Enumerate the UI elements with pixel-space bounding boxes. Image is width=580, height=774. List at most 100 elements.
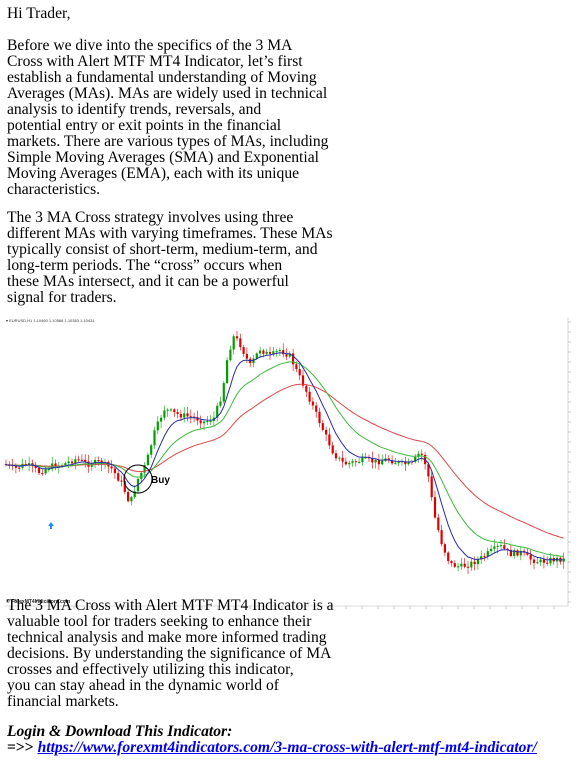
candle-body bbox=[305, 385, 308, 392]
candle-body bbox=[394, 463, 397, 465]
candle-body bbox=[268, 352, 272, 354]
candle-body bbox=[255, 353, 258, 359]
candle-body bbox=[206, 421, 209, 423]
candle-body bbox=[529, 554, 532, 560]
candle-body bbox=[130, 497, 133, 502]
candle-body bbox=[298, 369, 301, 376]
time-axis-ticks bbox=[9, 606, 555, 609]
candle-body bbox=[183, 413, 186, 418]
candle-body bbox=[288, 353, 291, 357]
candle-body bbox=[486, 551, 489, 557]
summary-line: decisions. By understanding the signific… bbox=[7, 645, 332, 662]
candle-body bbox=[519, 550, 522, 556]
summary-line: valuable tool for traders seeking to enh… bbox=[7, 613, 312, 630]
candle-body bbox=[41, 473, 44, 475]
candle-body bbox=[14, 465, 17, 468]
candle-body bbox=[328, 434, 331, 446]
candle-body bbox=[430, 476, 433, 498]
candle-body bbox=[321, 423, 324, 430]
candle-body bbox=[169, 409, 173, 411]
candle-body bbox=[163, 410, 166, 418]
candle-body bbox=[37, 468, 41, 474]
candle-body bbox=[150, 445, 153, 455]
candle-body bbox=[437, 517, 440, 531]
candle-body bbox=[301, 375, 305, 386]
candle-body bbox=[433, 497, 437, 518]
candle-body bbox=[325, 429, 328, 435]
candle-body bbox=[77, 459, 80, 461]
candle-body bbox=[113, 468, 116, 474]
candle-body bbox=[443, 544, 446, 553]
candle-body bbox=[84, 459, 87, 462]
candle-body bbox=[18, 467, 21, 469]
candle-body bbox=[397, 461, 400, 464]
candle-body bbox=[127, 491, 130, 502]
candle-body bbox=[374, 459, 377, 463]
candle-body bbox=[546, 562, 549, 564]
candle-body bbox=[450, 561, 453, 564]
candle-body bbox=[179, 413, 182, 418]
slow-ma-line bbox=[6, 383, 564, 539]
candle-body bbox=[483, 556, 486, 558]
candle-body bbox=[262, 350, 265, 354]
link-prefix: =>> bbox=[7, 739, 38, 756]
candle-body bbox=[64, 463, 67, 466]
intro-line: Cross with Alert MTF MT4 Indicator, let’… bbox=[7, 53, 303, 70]
candle-body bbox=[414, 456, 417, 462]
candle-body bbox=[24, 463, 27, 465]
candle-body bbox=[242, 347, 245, 354]
chart-header: ▾ EURUSD,H1 1.10460 1.10568 1.10383 1.10… bbox=[6, 318, 95, 323]
candle-body bbox=[189, 416, 192, 418]
candle-body bbox=[229, 349, 232, 361]
candle-body bbox=[202, 421, 206, 424]
candle-body bbox=[371, 458, 374, 463]
candle-body bbox=[354, 461, 357, 463]
candle-body bbox=[473, 561, 476, 565]
candle-body bbox=[186, 413, 189, 417]
candle-body bbox=[54, 463, 57, 468]
candle-body bbox=[278, 350, 281, 352]
candle-body bbox=[143, 465, 146, 473]
candle-body bbox=[344, 461, 347, 465]
summary-line: crosses and effectively utilizing this i… bbox=[7, 661, 294, 678]
candle-body bbox=[120, 480, 123, 482]
candle-body bbox=[44, 469, 47, 474]
candle-body bbox=[391, 460, 394, 464]
summary-line: technical analysis and make more informe… bbox=[7, 629, 327, 646]
candle-body bbox=[420, 453, 423, 455]
candle-body bbox=[70, 461, 74, 464]
strategy-line: these MAs intersect, and it can be a pow… bbox=[7, 273, 289, 290]
candle-body bbox=[166, 409, 169, 411]
candle-body bbox=[348, 462, 351, 465]
candle-body bbox=[499, 545, 503, 547]
candle-body bbox=[387, 458, 390, 461]
intro-line: Moving Averages (EMA), each with its uni… bbox=[7, 165, 300, 182]
candle-body bbox=[160, 417, 163, 422]
candle-body bbox=[74, 459, 77, 464]
price-chart: ▾ EURUSD,H1 1.10460 1.10568 1.10383 1.10… bbox=[4, 314, 576, 616]
candle-body bbox=[476, 559, 479, 565]
candle-body bbox=[80, 459, 83, 461]
candle-body bbox=[67, 461, 70, 464]
candle-body bbox=[490, 548, 493, 552]
candle-body bbox=[351, 461, 354, 463]
candle-body bbox=[235, 336, 239, 339]
summary-line: financial markets. bbox=[7, 693, 119, 710]
candle-body bbox=[480, 556, 483, 560]
price-axis-ticks bbox=[568, 321, 571, 603]
candle-body bbox=[503, 545, 506, 549]
intro-line: establish a fundamental understanding of… bbox=[7, 69, 317, 86]
candle-body bbox=[338, 457, 341, 459]
candle-body bbox=[226, 360, 229, 384]
candle-body bbox=[146, 454, 149, 466]
candle-body bbox=[117, 473, 120, 481]
candle-body bbox=[361, 457, 364, 462]
candle-body bbox=[457, 566, 460, 568]
candle-body bbox=[377, 459, 380, 465]
fast-ma-line bbox=[5, 352, 564, 561]
candle-body bbox=[133, 491, 136, 498]
candle-body bbox=[466, 566, 470, 568]
buy-label: Buy bbox=[151, 475, 170, 486]
download-link[interactable]: https://www.forexmt4indicators.com/3-ma-… bbox=[37, 739, 537, 756]
candle-body bbox=[447, 552, 450, 562]
